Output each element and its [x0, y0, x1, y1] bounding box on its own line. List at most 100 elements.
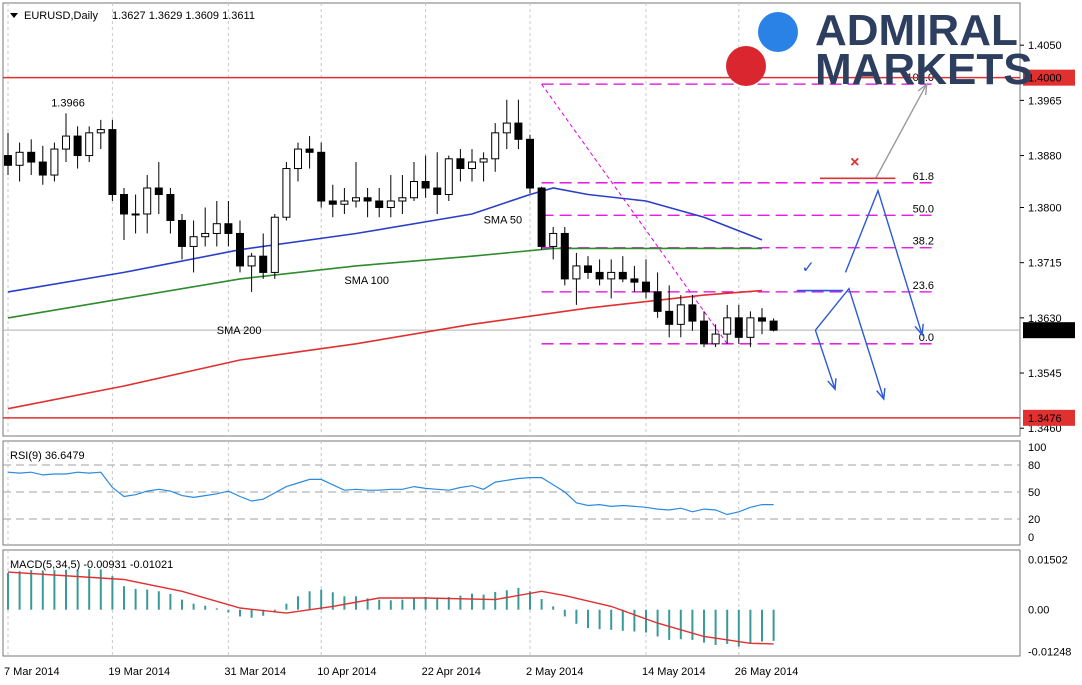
candle-bull	[131, 213, 140, 216]
price-badge	[1023, 322, 1075, 339]
sma-label: SMA 50	[484, 215, 523, 227]
candle-bear	[363, 197, 372, 202]
macd-indicator: 0.01502 0.00 -0.01248	[7, 554, 1071, 659]
rsi-panel-frame	[2, 440, 1021, 546]
sma-line	[7, 247, 762, 319]
candle-bull	[491, 132, 500, 160]
candle-bear	[317, 151, 326, 202]
candle-bear	[421, 181, 430, 189]
scenario-arrow-up-down-head	[914, 323, 924, 337]
price-tick-label: 1.3800	[1028, 202, 1062, 214]
candle-bull	[294, 148, 302, 170]
candle-bull	[479, 158, 488, 163]
macd-panel-frame	[2, 549, 1021, 657]
rsi-tick-label: 80	[1028, 460, 1040, 472]
macd-tick-label: 0.00	[1028, 605, 1049, 617]
price-badge	[1023, 69, 1075, 86]
fib-level-label: 61.8	[913, 171, 934, 183]
price-badge	[1023, 409, 1075, 426]
candle-bull	[270, 216, 279, 273]
price-tick-label: 1.3545	[1028, 368, 1062, 380]
candle-bear	[27, 151, 36, 163]
x-axis-label: 22 Apr 2014	[422, 666, 481, 678]
candle-bull	[247, 255, 256, 267]
candle-bull	[201, 232, 210, 238]
rsi-indicator: 100 80 50 20 0	[3, 442, 1046, 544]
candle-bear	[328, 200, 337, 205]
cross-mark-icon: ×	[850, 154, 859, 171]
dropdown-triangle-icon[interactable]	[10, 13, 18, 18]
rsi-tick-label: 50	[1028, 487, 1040, 499]
candle-bull	[410, 181, 418, 199]
scenario-arrow-down-short-head	[827, 378, 837, 391]
candle-bear	[642, 281, 650, 293]
candle-bear	[700, 320, 708, 345]
candle-bear	[734, 317, 743, 338]
candle-bull	[340, 200, 349, 205]
x-axis-label: 19 Mar 2014	[108, 666, 170, 678]
scenario-arrow-gray-up-head	[917, 82, 928, 96]
candle-bull	[62, 135, 70, 150]
candle-bear	[108, 129, 117, 196]
candle-bear	[630, 278, 639, 283]
price-tick-label: 1.3880	[1028, 151, 1062, 163]
scenario-arrow-gray-up	[875, 83, 928, 179]
scenario-arrow-swing-down	[814, 287, 885, 400]
candle-bull	[549, 232, 558, 247]
ohlc-values: 1.3627 1.3629 1.3609 1.3611	[112, 10, 255, 22]
candle-bull	[398, 197, 407, 202]
candle-bear	[653, 291, 662, 312]
rsi-tick-label: 20	[1028, 514, 1040, 526]
macd-tick-label: -0.01248	[1028, 647, 1071, 659]
candle-bear	[375, 200, 384, 208]
sma-line	[7, 187, 763, 293]
rsi-tick-label: 0	[1028, 532, 1034, 544]
candle-bear	[73, 135, 82, 157]
candle-bull	[282, 168, 291, 218]
high-price-label: 1.3966	[51, 98, 85, 110]
candle-bear	[526, 138, 534, 189]
macd-signal-line	[7, 571, 774, 645]
candle-bull	[711, 333, 720, 345]
candle-bear	[537, 187, 546, 247]
x-axis-label: 10 Apr 2014	[317, 666, 376, 678]
candle-bull	[85, 132, 94, 157]
candle-bear	[584, 265, 592, 273]
moving-averages: SMA 50 SMA 100 SMA 200	[7, 187, 763, 410]
candle-bear	[305, 148, 314, 153]
candle-bull	[444, 158, 453, 196]
price-tick-label: 1.3965	[1028, 95, 1062, 107]
candle-bear	[433, 187, 442, 196]
logo-line-1: ADMIRAL	[815, 6, 1018, 55]
sma-label: SMA 200	[217, 325, 262, 337]
admiral-markets-logo: ADMIRAL MARKETS	[726, 6, 1033, 94]
candle-bull	[676, 304, 685, 325]
price-tick-label: 1.3630	[1028, 313, 1062, 325]
rsi-label: RSI(9) 36.6479	[10, 450, 85, 462]
price-badge-label: 1.3476	[1028, 413, 1062, 425]
candle-bear	[456, 158, 465, 170]
candle-bull	[746, 317, 755, 338]
fib-level-label: 50.0	[913, 203, 934, 215]
macd-tick-label: 0.01502	[1028, 554, 1068, 566]
scenario-arrow-down-short	[814, 329, 836, 390]
sma-line	[7, 289, 763, 410]
candle-bear	[618, 271, 627, 280]
price-badge-label: 1.3611	[1028, 325, 1061, 337]
x-axis-label: 26 May 2014	[735, 666, 799, 678]
candle-bull	[386, 200, 395, 208]
fib-level-label: 23.6	[913, 280, 934, 292]
sma-label: SMA 100	[344, 275, 389, 287]
x-axis-label: 14 May 2014	[642, 666, 706, 678]
candle-bull	[189, 236, 198, 247]
candle-bear	[178, 219, 186, 247]
axis-labels: 1.4050 1.3965 1.3880 1.3800 1.3715 1.3630 1.35…	[4, 40, 1075, 678]
candle-bull	[96, 129, 105, 134]
scenario-arrows: ✓×	[796, 82, 928, 401]
candle-bull	[143, 187, 152, 215]
check-mark-icon: ✓	[801, 259, 814, 276]
candle-bear	[166, 194, 175, 221]
candle-bear	[665, 310, 674, 325]
macd-label: MACD(5,34,5) -0.00931 -0.01021	[10, 559, 173, 571]
